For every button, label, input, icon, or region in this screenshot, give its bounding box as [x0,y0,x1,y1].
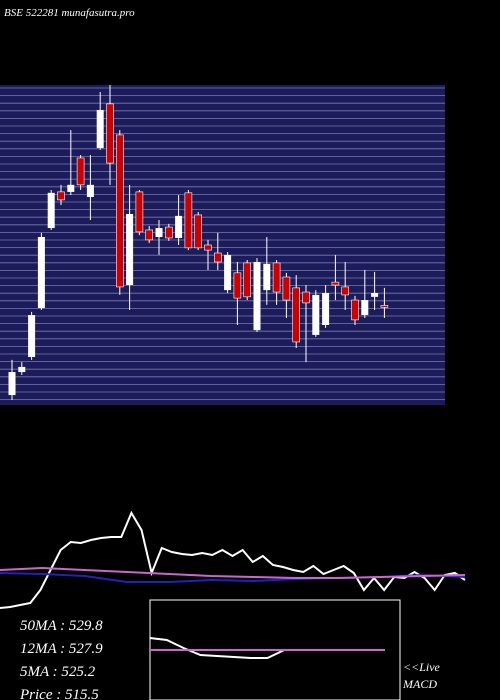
candle-body [96,109,104,149]
indicator-line [0,566,466,579]
candle-body [18,366,26,373]
candle-body [341,286,350,296]
macd-label: MACD [402,677,437,691]
stat-label: Price : 515.5 [19,687,99,700]
candle-body [253,261,261,331]
candle-body [145,229,153,241]
candle-body [8,372,16,396]
candle-body [126,213,134,285]
candle-body [380,305,389,308]
candle-body [57,191,65,201]
stat-label: 12MA : 527.9 [20,641,103,657]
candle-body [135,191,144,233]
candle-body [28,315,36,357]
candle-body [292,287,301,343]
plot-area [0,85,445,405]
candle-body [243,262,251,298]
live-label: <<Live [403,660,441,674]
candle-body [282,276,291,301]
candle-body [312,294,320,335]
candle-body [165,226,173,239]
candle-body [116,134,124,288]
candle-body [302,291,310,304]
candle-body [155,228,163,237]
candle-body [224,254,232,291]
candle-body [263,263,271,291]
candle-body [204,244,212,251]
chart-title: BSE 522281 munafasutra.pro [4,7,135,19]
candle-body [194,214,202,249]
candle-body [272,262,281,293]
candle-body [175,215,183,238]
candle-body [214,252,222,263]
stat-label: 50MA : 529.8 [20,618,103,634]
candle-body [371,293,379,297]
candle-body [361,300,369,316]
candle-body [233,272,242,299]
candle-body [106,103,114,164]
candle-body [351,299,359,321]
candle-body [47,192,55,229]
indicator-line [0,510,466,609]
candle-body [37,237,45,309]
candle-body [86,184,94,197]
stat-label: 5MA : 525.2 [20,664,96,680]
candle-body [184,192,193,249]
candle-body [67,184,75,192]
candle-body [76,157,85,186]
candle-body [322,293,330,325]
candle-body [331,281,340,286]
